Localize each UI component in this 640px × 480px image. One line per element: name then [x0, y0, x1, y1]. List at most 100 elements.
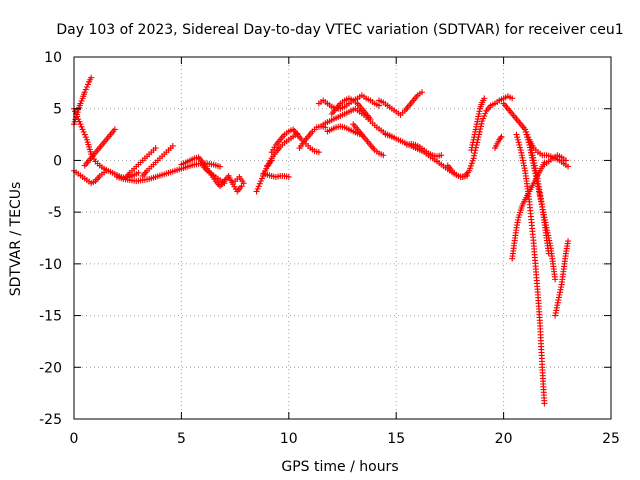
y-tick-label: -20	[39, 360, 62, 376]
data-point	[81, 131, 88, 138]
data-point	[78, 123, 85, 130]
data-point	[285, 173, 292, 180]
y-axis-label: SDTVAR / TECUs	[8, 182, 24, 297]
data-point	[78, 97, 85, 104]
data-point	[152, 145, 159, 152]
data-point	[254, 185, 261, 192]
series-arc-14	[268, 126, 322, 156]
data-point	[514, 134, 521, 141]
data-point	[221, 180, 228, 187]
series-arc-25	[468, 95, 488, 154]
data-point	[517, 144, 524, 151]
axis-ticks: 0 5 10 15 20 25 -25 -20 -15 -10 -5 0 5 10	[39, 50, 620, 447]
data-point	[367, 116, 374, 123]
data-point	[516, 141, 523, 148]
data-point	[256, 180, 263, 187]
data-point	[253, 188, 260, 195]
data-point	[481, 95, 488, 102]
data-point	[257, 178, 264, 185]
data-point	[482, 110, 489, 117]
data-point	[169, 142, 176, 149]
series-arc-27	[500, 100, 572, 170]
data-point	[80, 128, 87, 135]
data-point	[522, 128, 529, 135]
series-arc-21	[376, 89, 425, 118]
data-point	[523, 131, 530, 138]
series-arc-19	[328, 95, 374, 123]
data-point	[77, 121, 84, 128]
y-tick-label: -25	[39, 412, 62, 428]
series-arc-16	[315, 92, 383, 112]
data-point	[498, 133, 505, 140]
data-point	[552, 276, 559, 283]
data-point	[565, 238, 572, 245]
data-point	[315, 149, 322, 156]
data-point	[418, 89, 425, 96]
x-tick-label: 15	[387, 431, 405, 447]
series-arc-33	[552, 238, 572, 319]
chart-title: Day 103 of 2023, Sidereal Day-to-day VTE…	[56, 22, 623, 38]
series-arc-12	[260, 170, 292, 180]
data-point	[258, 175, 265, 182]
data-point	[514, 136, 521, 143]
data-point	[81, 89, 88, 96]
data-point	[562, 157, 569, 164]
series-arc-7	[139, 142, 176, 179]
data-points	[71, 74, 572, 407]
series-arc-5	[113, 160, 224, 185]
series-arc-30	[513, 131, 548, 407]
data-point	[541, 400, 548, 407]
series-arc-4	[81, 126, 118, 169]
grid-lines	[74, 57, 611, 419]
data-point	[480, 115, 487, 122]
series-arc-24	[444, 93, 516, 180]
data-point	[88, 74, 95, 81]
series-arc-10	[232, 173, 247, 187]
data-point	[255, 183, 262, 190]
data-point	[83, 83, 90, 90]
data-point	[481, 112, 488, 119]
data-point	[111, 126, 118, 133]
y-tick-label: 10	[44, 50, 62, 66]
data-point	[238, 183, 245, 190]
data-point	[509, 95, 516, 102]
x-tick-label: 10	[280, 431, 298, 447]
series-arc-23	[403, 140, 445, 160]
series-arc-20	[350, 121, 387, 159]
data-point	[565, 163, 572, 170]
x-tick-label: 0	[70, 431, 79, 447]
series-arc-9	[199, 162, 228, 187]
data-point	[376, 102, 383, 109]
data-point	[380, 152, 387, 159]
data-point	[82, 134, 89, 141]
x-tick-label: 5	[177, 431, 186, 447]
data-point	[240, 180, 247, 187]
series-arc-29	[541, 152, 569, 168]
y-tick-label: -5	[48, 205, 62, 221]
data-point	[471, 150, 478, 157]
data-point	[82, 86, 89, 93]
data-point	[545, 250, 552, 257]
data-point	[522, 126, 529, 133]
data-point	[135, 169, 142, 176]
data-point	[470, 155, 477, 162]
y-tick-label: 0	[53, 153, 62, 169]
series-arc-26	[492, 133, 505, 152]
series-arc-6	[122, 145, 159, 182]
data-point	[471, 152, 478, 159]
y-tick-label: -10	[39, 257, 62, 273]
x-tick-label: 20	[495, 431, 513, 447]
x-axis-label: GPS time / hours	[281, 459, 398, 475]
series-arc-1	[71, 167, 110, 187]
series-arc-32	[526, 136, 552, 257]
data-point	[77, 100, 84, 107]
plot-frame	[73, 56, 612, 420]
series-arc-17	[318, 105, 398, 141]
data-point	[515, 139, 522, 146]
y-tick-label: -15	[39, 309, 62, 325]
data-point	[438, 152, 445, 159]
x-tick-label: 25	[602, 431, 620, 447]
data-point	[217, 163, 224, 170]
data-point	[79, 126, 86, 133]
